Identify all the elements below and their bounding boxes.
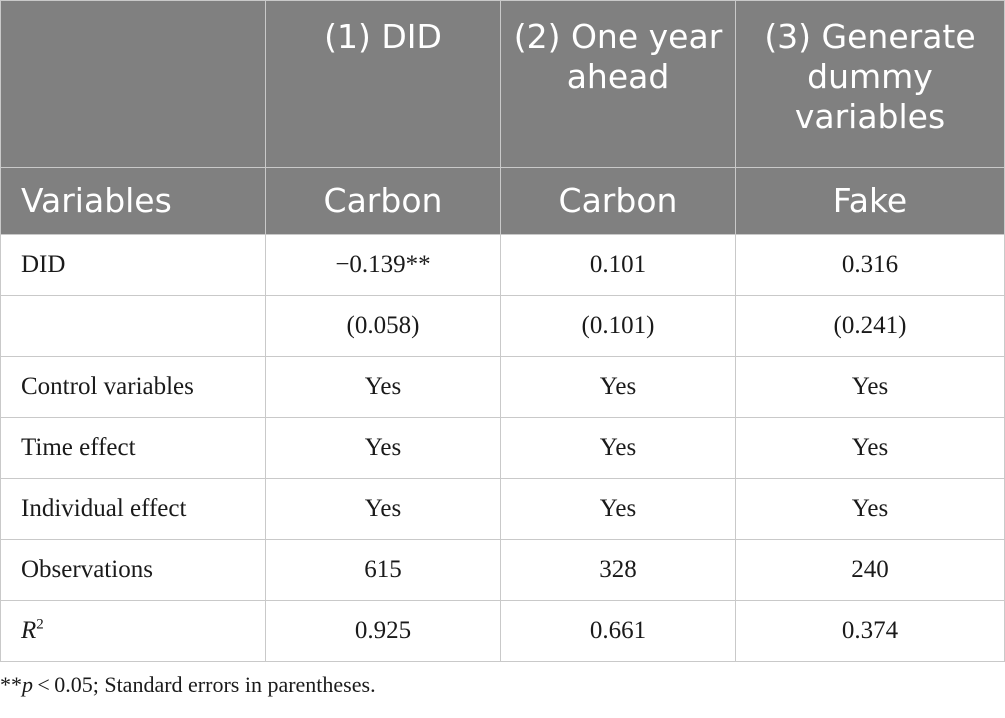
- cell-value: Yes: [500, 417, 736, 479]
- cell-value: 0.316: [735, 234, 1005, 296]
- header-dep-3: Fake: [735, 167, 1005, 235]
- header-blank-cell: [0, 0, 266, 168]
- row-label: Individual effect: [0, 478, 266, 540]
- cell-value: 0.374: [735, 600, 1005, 662]
- r-superscript: 2: [36, 616, 44, 633]
- row-label: Observations: [0, 539, 266, 601]
- header-dep-1: Carbon: [265, 167, 501, 235]
- row-label: R2: [0, 600, 266, 662]
- table-row-control-variables: Control variables Yes Yes Yes: [0, 356, 1005, 418]
- cell-value: 0.661: [500, 600, 736, 662]
- table-row-standard-errors: (0.058) (0.101) (0.241): [0, 295, 1005, 357]
- results-table: (1) DID (2) One year ahead (3) Generate …: [0, 0, 1005, 662]
- header-model-2: (2) One year ahead: [500, 0, 736, 168]
- r-symbol: R: [21, 617, 37, 644]
- cell-value: Yes: [265, 356, 501, 418]
- cell-value: 615: [265, 539, 501, 601]
- header-row-dependent: Variables Carbon Carbon Fake: [0, 167, 1005, 235]
- footnote-text: < 0.05; Standard errors in parentheses.: [33, 672, 376, 697]
- header-model-3: (3) Generate dummy variables: [735, 0, 1005, 168]
- cell-value: −0.139**: [265, 234, 501, 296]
- table-row-observations: Observations 615 328 240: [0, 539, 1005, 601]
- footnote-p: p: [22, 672, 33, 697]
- header-row-models: (1) DID (2) One year ahead (3) Generate …: [0, 0, 1005, 168]
- header-model-1: (1) DID: [265, 0, 501, 168]
- row-label: Time effect: [0, 417, 266, 479]
- row-label: Control variables: [0, 356, 266, 418]
- cell-value: Yes: [500, 356, 736, 418]
- row-label: DID: [0, 234, 266, 296]
- cell-value: 328: [500, 539, 736, 601]
- cell-value: Yes: [265, 417, 501, 479]
- table-row-did: DID −0.139** 0.101 0.316: [0, 234, 1005, 296]
- cell-value: 0.925: [265, 600, 501, 662]
- row-label: [0, 295, 266, 357]
- cell-value: Yes: [265, 478, 501, 540]
- cell-value: 0.101: [500, 234, 736, 296]
- table-footnote: **p < 0.05; Standard errors in parenthes…: [0, 672, 376, 698]
- cell-value: (0.241): [735, 295, 1005, 357]
- table-row-individual-effect: Individual effect Yes Yes Yes: [0, 478, 1005, 540]
- cell-value: (0.058): [265, 295, 501, 357]
- footnote-stars: **: [0, 672, 22, 697]
- cell-value: 240: [735, 539, 1005, 601]
- table-row-time-effect: Time effect Yes Yes Yes: [0, 417, 1005, 479]
- cell-value: Yes: [735, 478, 1005, 540]
- header-dep-2: Carbon: [500, 167, 736, 235]
- cell-value: Yes: [735, 417, 1005, 479]
- cell-value: Yes: [735, 356, 1005, 418]
- table-row-r-squared: R2 0.925 0.661 0.374: [0, 600, 1005, 662]
- cell-value: (0.101): [500, 295, 736, 357]
- cell-value: Yes: [500, 478, 736, 540]
- header-variables: Variables: [0, 167, 266, 235]
